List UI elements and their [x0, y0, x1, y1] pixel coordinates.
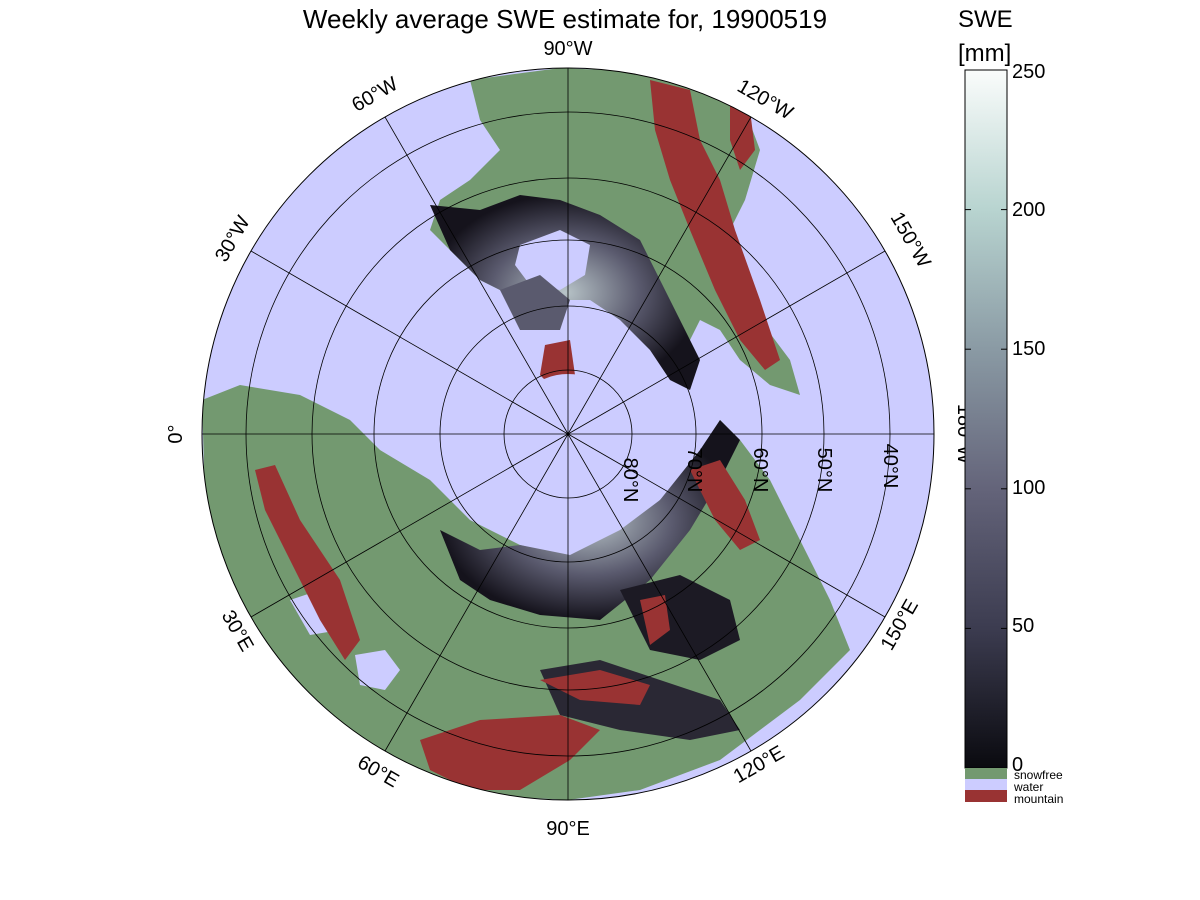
colorbar-unit: [mm]	[958, 40, 1012, 67]
lat-label-80n: 80°N	[619, 458, 641, 503]
meridian-150e	[567, 433, 886, 618]
meridian-120w	[567, 116, 752, 435]
map-title: Weekly average SWE estimate for, 1990051…	[302, 4, 828, 34]
legend-swatch-mountain	[965, 790, 1007, 802]
lon-label-150w: 150°W	[886, 208, 935, 271]
snow-canada	[430, 195, 700, 390]
mountains-himalaya	[420, 715, 600, 790]
legend-label-mountain: mountain	[1014, 792, 1064, 806]
lon-label-60w: 60°W	[348, 73, 402, 117]
meridian-120e	[567, 433, 752, 752]
legend-swatch-snowfree	[965, 768, 1007, 779]
colorbar-tick-50: 50	[1012, 615, 1035, 637]
mountains-rockies	[650, 80, 780, 370]
lon-label-90e: 90°E	[546, 818, 590, 840]
lon-label-60e: 60°E	[354, 751, 403, 792]
legend-swatch-water	[965, 779, 1007, 790]
legend-label-snowfree: snowfree	[1014, 768, 1063, 782]
snow-siberia	[440, 420, 740, 620]
hudson-bay	[515, 230, 590, 290]
colorbar-tick-200: 200	[1012, 199, 1046, 221]
meridian-30e	[250, 433, 569, 618]
colorbar-gradient	[964, 69, 1008, 769]
colorbar-title: SWE	[958, 6, 1013, 33]
latitude-labels: 80°N 70°N 60°N 50°N 40°N	[619, 444, 901, 503]
mountains-central-asia	[540, 670, 650, 705]
lat-label-60n: 60°N	[749, 448, 771, 493]
mountains-alps-caucasus	[255, 465, 360, 660]
meridian-60e	[384, 433, 569, 752]
longitude-grid	[202, 68, 934, 800]
mountains-tibet	[640, 595, 670, 645]
meridian-60w	[384, 116, 569, 435]
meridian-30w	[250, 250, 569, 435]
lon-label-0: 0°	[165, 424, 187, 443]
lon-label-90w: 90°W	[543, 38, 592, 60]
colorbar-tick-100: 100	[1012, 477, 1046, 499]
colorbar	[964, 69, 1008, 802]
colorbar-tick-250: 250	[1012, 61, 1046, 83]
lat-label-70n: 70°N	[683, 448, 705, 493]
mountains-east-siberia	[690, 460, 760, 550]
legend-label-water: water	[1014, 780, 1044, 794]
lat-label-40n: 40°N	[879, 444, 901, 489]
mountains-north-america-2	[730, 100, 755, 170]
colorbar-tick-0: 0	[1012, 754, 1024, 776]
colorbar-tick-150: 150	[1012, 338, 1046, 360]
meridian-150w	[567, 250, 886, 435]
lat-label-50n: 50°N	[813, 448, 835, 493]
black-caspian-sea	[355, 650, 400, 690]
